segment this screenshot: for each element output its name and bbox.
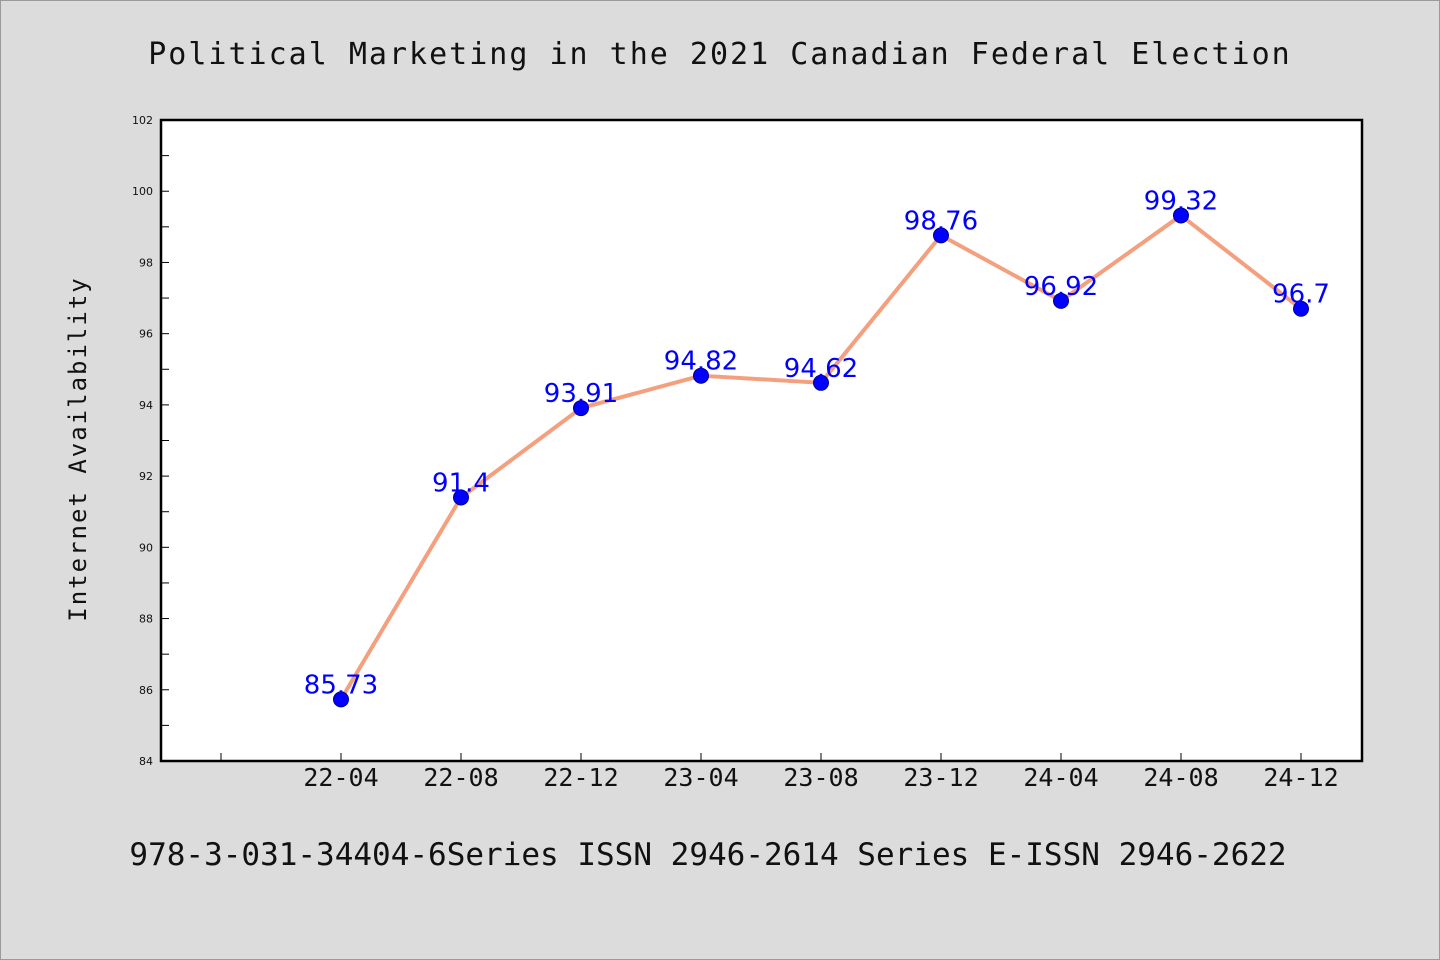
data-point — [573, 400, 589, 417]
y-tick-label: 100 — [132, 185, 153, 198]
x-tick-label: 24-08 — [1143, 763, 1218, 792]
y-axis-label: Internet Availability — [64, 276, 92, 621]
data-point — [1293, 300, 1309, 317]
y-tick-label: 90 — [139, 541, 153, 554]
data-point — [1053, 292, 1069, 309]
x-tick-label: 23-12 — [903, 763, 978, 792]
data-point — [933, 227, 949, 244]
x-tick-label: 23-04 — [663, 763, 738, 792]
plot-frame — [159, 118, 1364, 763]
x-tick-label: 23-08 — [783, 763, 858, 792]
series-layer — [333, 207, 1309, 708]
data-label: 91.4 — [432, 468, 490, 498]
x-tick-label: 22-12 — [543, 763, 618, 792]
data-point — [453, 489, 469, 506]
y-tick-label: 96 — [139, 328, 153, 341]
x-tick-label: 24-12 — [1263, 763, 1338, 792]
data-label: 94.82 — [664, 347, 738, 377]
data-point — [1173, 207, 1189, 224]
axis-ticks: 84 86 88 90 92 94 96 98 100 102 22-04 22-08 22-12 23-… — [132, 114, 1339, 792]
y-tick-label: 86 — [139, 684, 153, 697]
y-tick-label: 92 — [139, 470, 153, 483]
data-label: 98.76 — [904, 206, 978, 236]
x-tick-label: 22-04 — [303, 763, 378, 792]
data-point — [693, 367, 709, 384]
x-tick-label: 22-08 — [423, 763, 498, 792]
data-label: 94.62 — [784, 354, 858, 384]
data-point — [333, 691, 349, 708]
chart-title: Political Marketing in the 2021 Canadian… — [148, 37, 1292, 72]
data-labels: 85.73 91.4 93.91 94.82 94.62 98.76 96.92 99.32 9… — [304, 186, 1330, 700]
y-tick-label: 94 — [139, 399, 153, 412]
y-tick-label: 102 — [132, 114, 153, 127]
data-label: 96.7 — [1272, 280, 1330, 310]
data-label: 85.73 — [304, 670, 378, 700]
x-tick-label: 24-04 — [1023, 763, 1098, 792]
y-tick-label: 84 — [139, 755, 153, 768]
y-tick-label: 98 — [139, 256, 153, 269]
y-tick-label: 88 — [139, 613, 153, 626]
footer-isbn-issn: 978-3-031-34404-6Series ISSN 2946-2614 S… — [129, 837, 1286, 873]
data-label: 96.92 — [1024, 272, 1098, 302]
data-point — [813, 374, 829, 391]
data-label: 93.91 — [544, 379, 618, 409]
data-label: 99.32 — [1144, 186, 1218, 216]
